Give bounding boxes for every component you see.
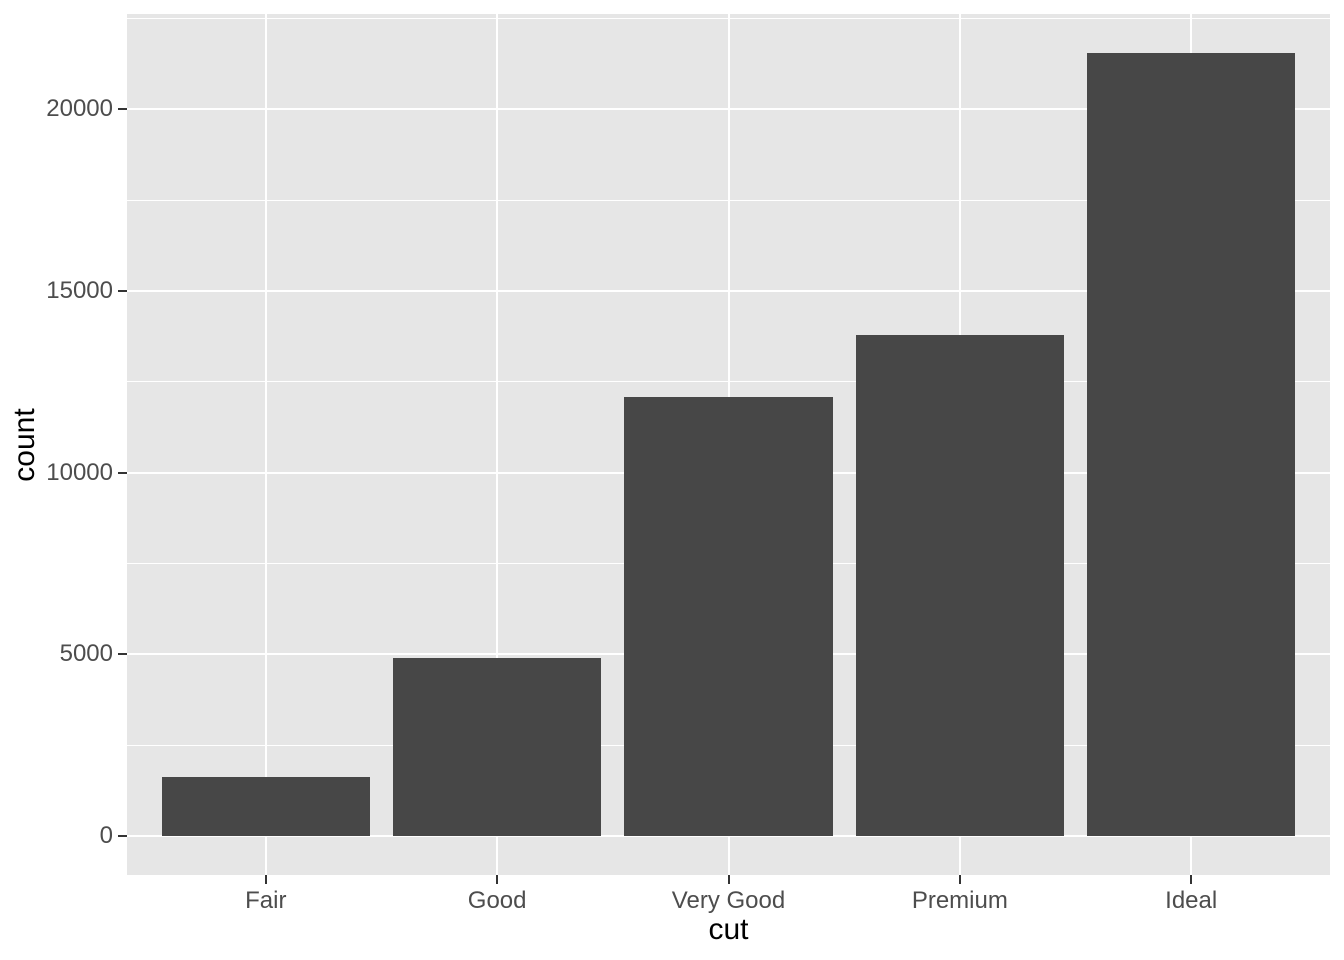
x-tick-mark [1190,875,1193,884]
x-tick-label: Fair [245,887,287,914]
y-tick-label: 15000 [46,277,113,305]
category-gridline [496,14,499,875]
y-tick-label: 5000 [59,640,113,668]
bar-premium [855,334,1064,836]
y-tick-label: 0 [99,821,113,849]
x-tick-label: Very Good [671,887,786,914]
bar-ideal [1087,53,1296,836]
x-tick-mark [958,875,961,884]
bar-good [393,657,602,836]
x-tick-mark [496,875,499,884]
x-tick-mark [264,875,267,884]
y-axis-title: count [8,407,41,482]
x-axis-title: cut [708,913,749,946]
y-tick-mark [118,653,127,656]
x-tick-mark [727,875,730,884]
x-tick-label: Premium [911,887,1008,914]
x-tick-label: Ideal [1165,887,1218,914]
y-tick-mark [118,290,127,293]
y-tick-label: 10000 [46,458,113,486]
bar-very-good [624,397,833,836]
y-tick-mark [118,471,127,474]
x-tick-label: Good [467,887,527,914]
category-gridline [264,14,267,875]
y-tick-mark [118,108,127,111]
plot-panel [127,14,1330,875]
y-tick-mark [118,834,127,837]
y-tick-label: 20000 [46,95,113,123]
bar-fair [161,777,370,836]
